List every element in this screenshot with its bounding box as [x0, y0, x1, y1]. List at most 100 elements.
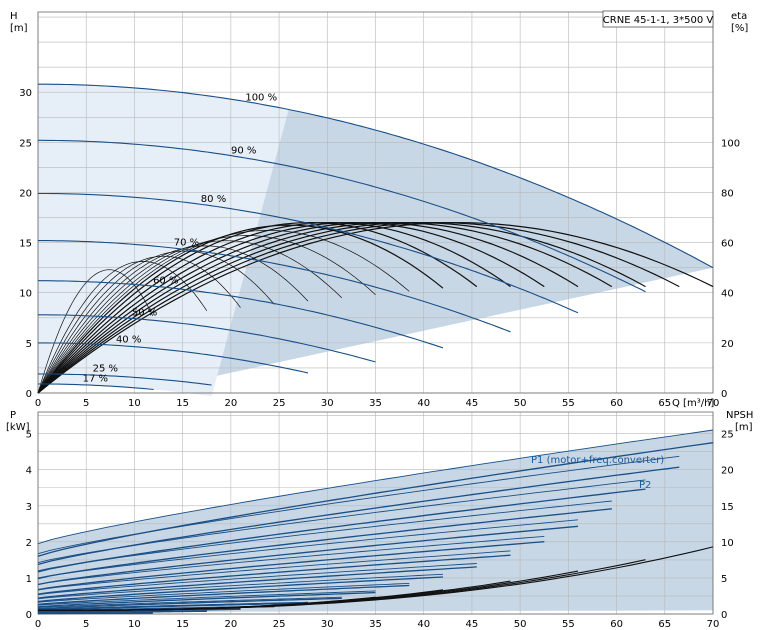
power-tick-label: 4 — [26, 466, 32, 477]
npsh-tick-label: 15 — [721, 502, 734, 513]
efficiency-curve — [37, 221, 613, 394]
eta-tick-label: 60 — [721, 239, 734, 250]
speed-label: 90 % — [231, 146, 256, 157]
speed-label: 70 % — [174, 238, 199, 249]
x-tick-label: 35 — [369, 398, 382, 409]
series-label-p1: P1 (motor+freq.converter) — [531, 455, 664, 466]
power-curve — [37, 591, 376, 608]
x-tick-label: 60 — [610, 619, 623, 630]
x-tick-label: 40 — [417, 619, 430, 630]
speed-label: 60 % — [153, 275, 178, 286]
power-curve — [37, 597, 342, 610]
power-curve — [37, 602, 309, 611]
bottom-left-axis-title: P [kW] — [6, 410, 30, 433]
head-efficiency-panel: 100 % 90 % 80 % 70 % 60 % 50 % 40 % 25 %17 % 0 5 1… — [19, 11, 740, 409]
power-tick-label: 3 — [26, 502, 32, 513]
head-tick-label: 15 — [19, 239, 32, 250]
x-tick-label: 70 — [707, 398, 720, 409]
power-curve — [37, 601, 309, 610]
x-tick-label: 25 — [273, 398, 286, 409]
npsh-curve — [38, 607, 241, 611]
power-curve — [37, 550, 511, 591]
power-curve — [37, 479, 646, 564]
model-label-box: CRNE 45-1-1, 3*500 V — [602, 10, 714, 28]
x-tick-label: 35 — [369, 619, 382, 630]
power-curve — [37, 582, 410, 603]
head-tick-label: 5 — [26, 339, 32, 350]
efficiency-curve — [37, 255, 241, 394]
power-curve — [37, 584, 410, 606]
power-curve — [37, 590, 376, 606]
power-curve — [37, 535, 545, 585]
eta-tick-label: 20 — [721, 339, 734, 350]
npsh-tick-label: 5 — [721, 574, 727, 585]
npsh-tick-label: 0 — [721, 610, 727, 621]
x-tick-label: 55 — [562, 619, 575, 630]
speed-label: 80 % — [201, 194, 226, 205]
efficiency-curve — [37, 221, 680, 394]
power-curve — [37, 466, 680, 566]
x-tick-label: 65 — [658, 398, 671, 409]
x-tick-label: 10 — [128, 619, 141, 630]
efficiency-curve — [37, 240, 343, 394]
speed-label: 100 % — [245, 92, 277, 103]
head-curve — [38, 383, 154, 391]
efficiency-curve — [37, 221, 714, 394]
head-tick-label: 30 — [19, 88, 32, 99]
head-curve — [38, 240, 511, 333]
power-curve — [37, 573, 444, 600]
x-tick-label: 5 — [83, 398, 89, 409]
plot-frame — [37, 411, 714, 615]
efficiency-curve — [37, 261, 208, 394]
x-tick-label: 10 — [128, 398, 141, 409]
npsh-tick-label: 25 — [721, 430, 734, 441]
plot-frame — [37, 11, 714, 394]
speed-label: 17 % — [83, 373, 108, 384]
x-tick-label: 60 — [610, 398, 623, 409]
power-curve — [37, 566, 477, 599]
x-tick-label: 0 — [35, 398, 41, 409]
x-tick-label: 20 — [224, 398, 237, 409]
eta-axis-title: eta — [731, 11, 747, 22]
power-curve — [37, 525, 579, 586]
x-tick-label: 0 — [35, 619, 41, 630]
eta-tick-label: 0 — [721, 389, 727, 400]
efficiency-curve — [37, 221, 478, 394]
x-tick-label: 50 — [514, 398, 527, 409]
power-curve — [37, 610, 207, 614]
head-tick-label: 20 — [19, 188, 32, 199]
head-tick-label: 0 — [26, 389, 32, 400]
power-curve — [37, 554, 511, 595]
power-curve — [37, 608, 241, 614]
x-tick-label: 30 — [321, 619, 334, 630]
head-curve — [38, 280, 444, 349]
speed-label: 25 % — [93, 364, 118, 375]
power-curve — [37, 576, 444, 603]
power-curve — [37, 541, 545, 591]
top-right-axis-title: eta [%] — [731, 11, 748, 34]
head-curve — [38, 83, 714, 269]
x-tick-label: 30 — [321, 398, 334, 409]
x-tick-label: 25 — [273, 619, 286, 630]
x-tick-label: 40 — [417, 398, 430, 409]
flow-axis-title: Q [m³/h] — [672, 398, 714, 409]
bottom-right-axis-title: NPSH [m] — [726, 410, 753, 433]
npsh-axis-title: NPSH — [726, 410, 753, 421]
efficiency-curve — [37, 245, 309, 394]
power-tick-label: 5 — [26, 430, 32, 441]
head-curve — [37, 373, 212, 386]
x-tick-label: 45 — [466, 619, 479, 630]
head-axis-title: H — [10, 11, 18, 22]
eta-tick-label: 40 — [721, 289, 734, 300]
top-left-axis-title: H [m] — [10, 11, 28, 34]
power-curve — [38, 612, 153, 615]
eta-tick-label: 100 — [721, 138, 740, 149]
power-curve — [37, 596, 342, 609]
efficiency-curve — [37, 221, 511, 394]
head-tick-label: 25 — [19, 138, 32, 149]
power-axis-unit: [kW] — [6, 422, 30, 433]
power-npsh-panel: 0 5 10 15 20 25 30 35 40 45 50 55 60 65 70012345051015… — [26, 411, 734, 630]
npsh-tick-label: 20 — [721, 466, 734, 477]
head-curve — [38, 342, 309, 374]
